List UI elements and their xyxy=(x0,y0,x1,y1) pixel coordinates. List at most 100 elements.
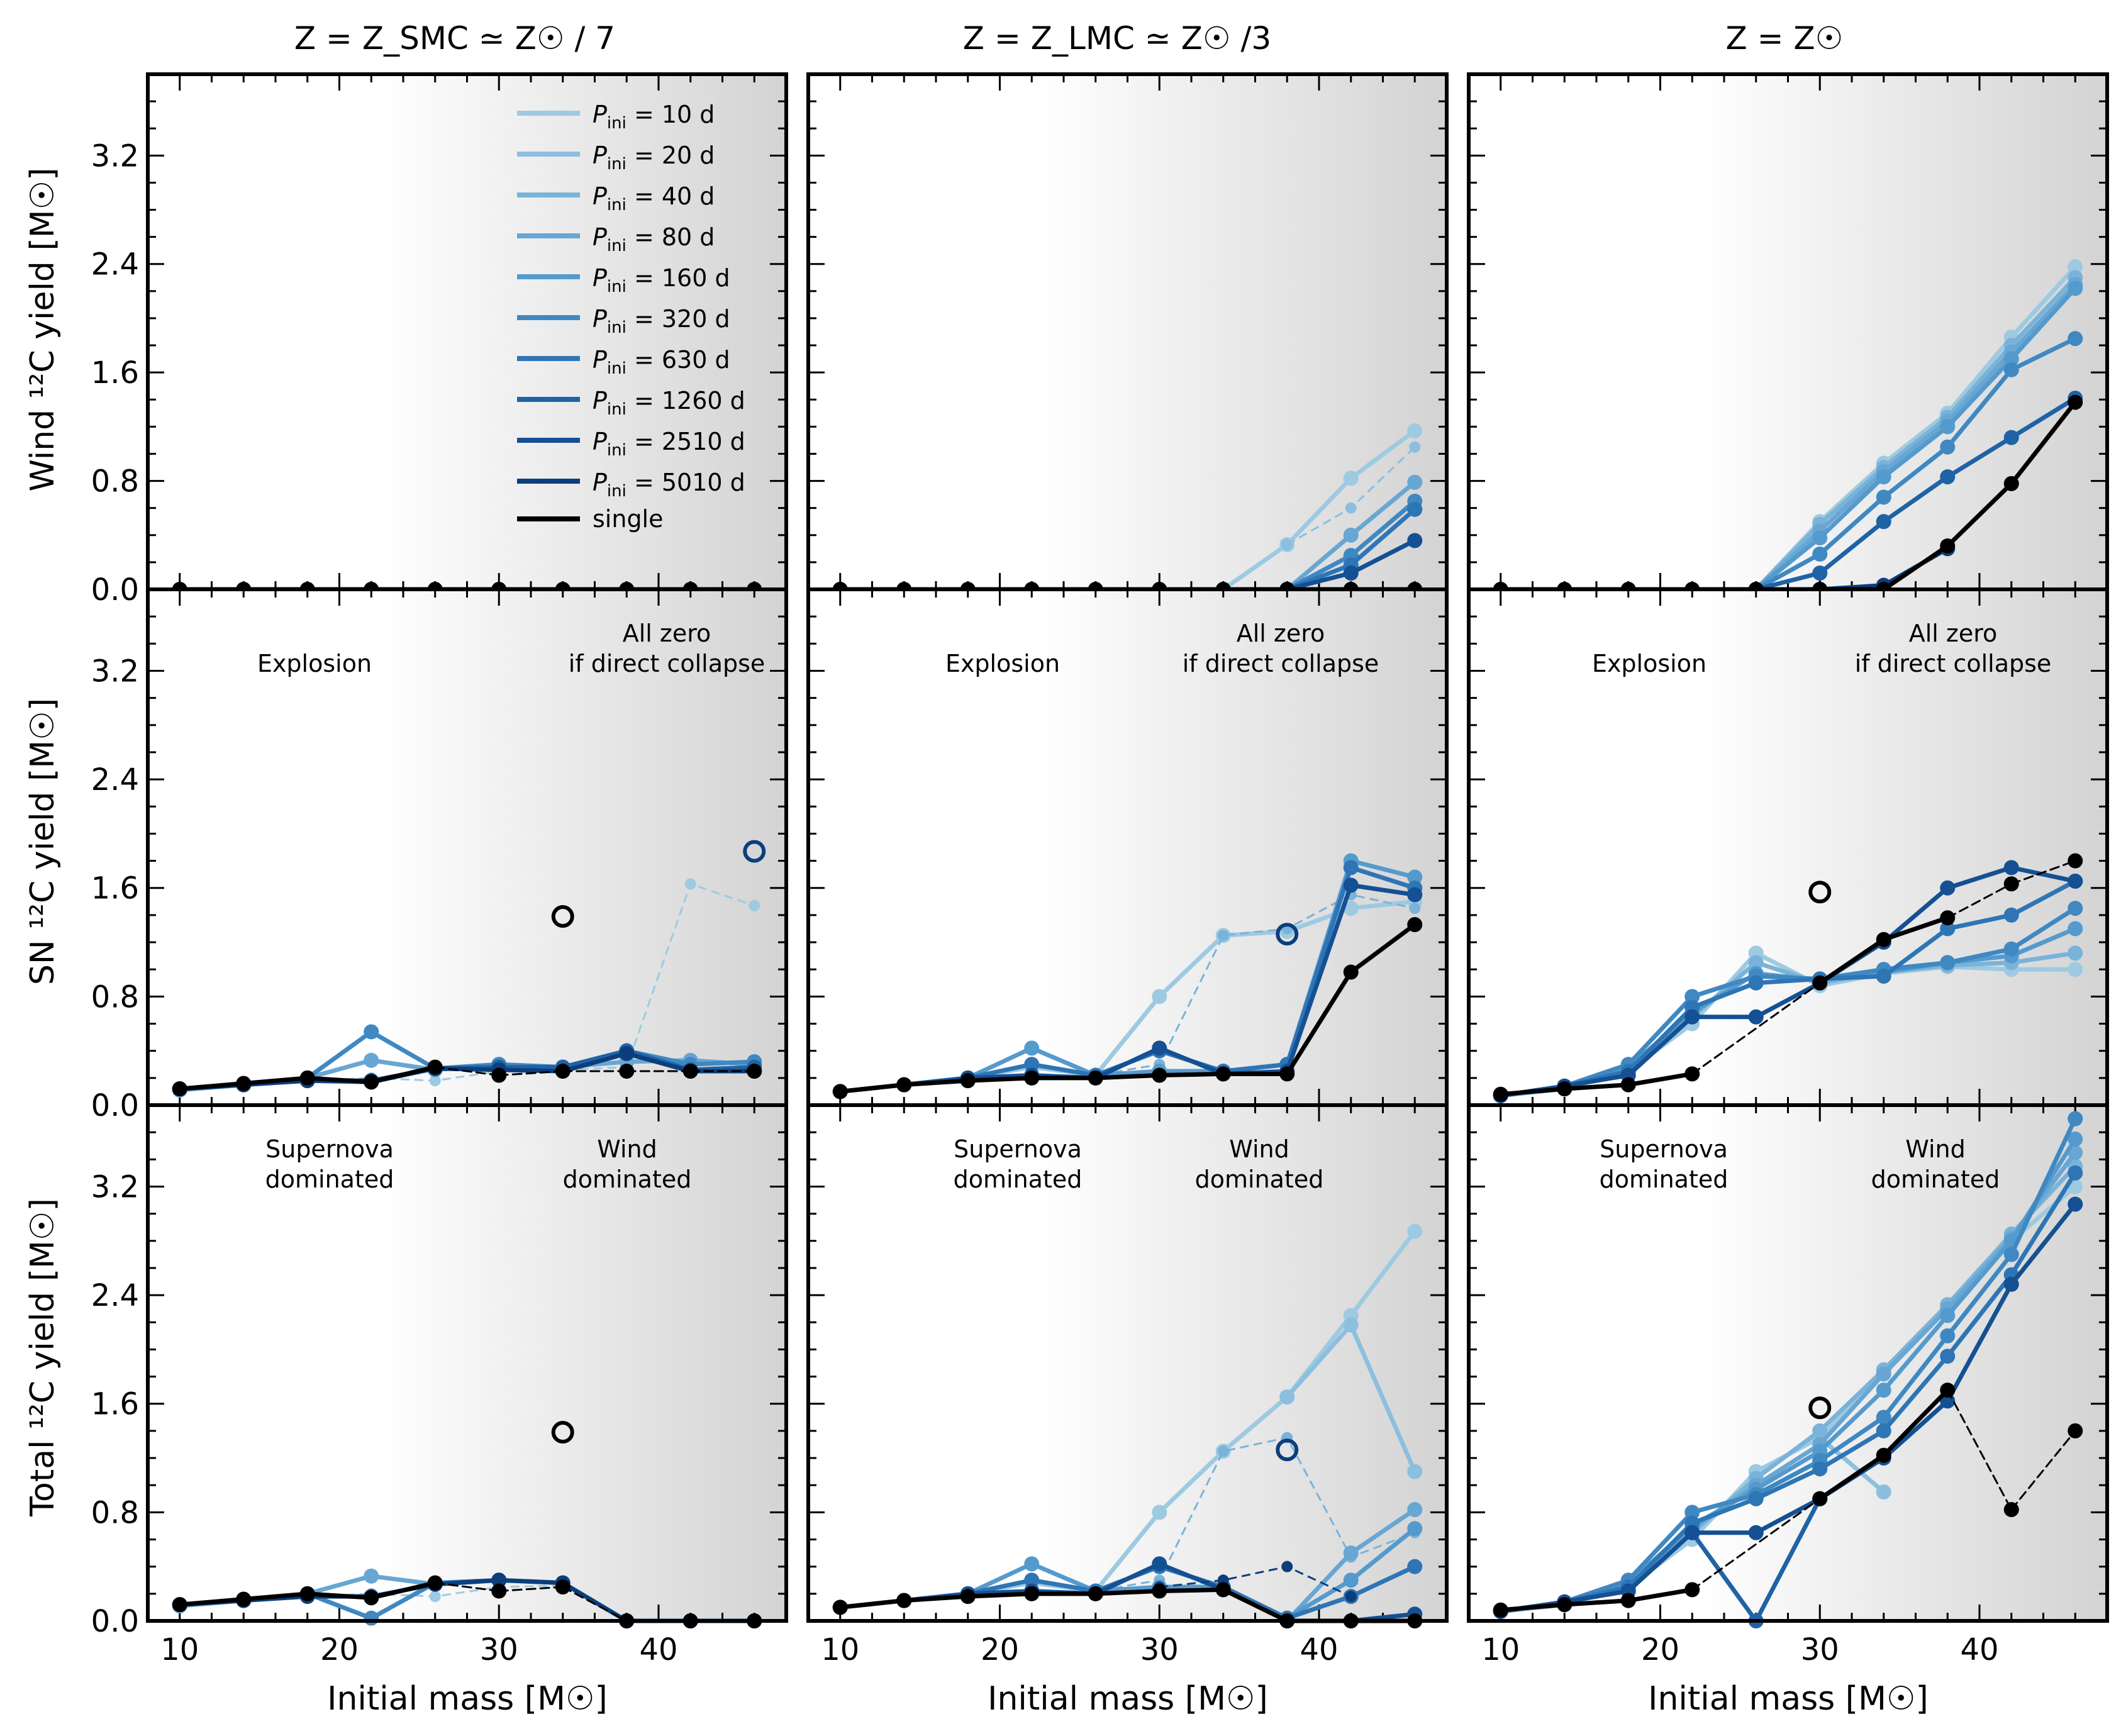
ylabel-sn: SN ¹²C yield [M☉] xyxy=(24,698,62,985)
data-point-p2510 xyxy=(1684,1525,1700,1540)
single-data-point xyxy=(682,1064,698,1079)
data-point-p40 xyxy=(1409,903,1421,915)
data-point-p80 xyxy=(1407,1502,1423,1518)
single-line-segment xyxy=(1562,1598,1631,1607)
data-point-p630 xyxy=(1343,860,1359,876)
annot-direct-collapse-smc-1: All zero xyxy=(623,620,711,647)
legend-entry-p80: Pini = 80 d xyxy=(517,223,715,255)
single-data-point xyxy=(896,1077,912,1093)
single-line-segment xyxy=(498,1586,564,1593)
data-point-p320 xyxy=(364,1024,379,1040)
data-point-p2510 xyxy=(1940,880,1956,896)
single-data-point xyxy=(960,1589,976,1605)
data-point-p630 xyxy=(1876,1423,1891,1438)
series-line-p2510 xyxy=(1500,865,2076,1098)
column-title-smc: Z = Z_SMC ≃ Z☉ / 7 xyxy=(294,20,615,57)
xlabel-solar: Initial mass [M☉] xyxy=(1648,1680,1929,1718)
open-marker xyxy=(1808,881,1832,904)
data-point-p630 xyxy=(1812,1461,1828,1477)
data-point-p80 xyxy=(1876,1366,1891,1382)
single-line-segment xyxy=(241,1076,310,1086)
series-line-p40 xyxy=(840,1437,1415,1608)
single-line-segment xyxy=(838,1082,906,1094)
data-point-p20 xyxy=(1876,1484,1891,1500)
single-data-point xyxy=(832,1600,848,1615)
single-data-point xyxy=(1215,1582,1231,1598)
xlabel-lmc: Initial mass [M☉] xyxy=(988,1680,1268,1718)
y-tick-label: 1.6 xyxy=(91,871,139,906)
data-point-p630 xyxy=(1940,1349,1956,1364)
x-tick-label: 20 xyxy=(981,1632,1019,1667)
annot-sn-dominated-solar-2: dominated xyxy=(1600,1166,1729,1193)
annot-direct-collapse-lmc-1: All zero xyxy=(1237,620,1325,647)
data-point-p160 xyxy=(1940,419,1956,435)
data-point-p160 xyxy=(1024,1040,1040,1056)
data-point-p2510 xyxy=(2068,1196,2083,1212)
data-point-p2510 xyxy=(1152,1556,1167,1572)
data-point-p1260 xyxy=(2003,430,2019,445)
open-marker xyxy=(551,1421,574,1444)
single-data-point xyxy=(236,1076,252,1091)
x-tick-label: 30 xyxy=(480,1632,518,1667)
data-point-p630 xyxy=(1748,975,1764,991)
y-tick-label: 1.6 xyxy=(91,355,139,391)
data-point-p630 xyxy=(1407,501,1423,517)
data-point-p10 xyxy=(429,1075,441,1087)
single-data-point xyxy=(1407,917,1423,932)
single-line-segment xyxy=(2010,1430,2076,1511)
data-point-p160 xyxy=(1876,469,1891,485)
shaded-region xyxy=(808,1105,1447,1621)
single-data-point xyxy=(1024,1070,1040,1086)
data-point-p2510 xyxy=(1407,533,1423,548)
data-point-p10 xyxy=(1152,989,1167,1004)
legend-entry-p20: Pini = 20 d xyxy=(517,142,715,174)
legend-label: Pini = 2510 d xyxy=(593,428,745,460)
y-tick-label: 0.0 xyxy=(91,572,139,608)
single-series-group xyxy=(172,1059,762,1097)
legend-entry-p10: Pini = 10 d xyxy=(517,101,715,133)
single-line-segment xyxy=(434,1582,500,1593)
single-data-point xyxy=(2003,476,2019,491)
legend-entry-p630: Pini = 630 d xyxy=(517,346,730,378)
panel-frame xyxy=(146,1103,788,1623)
single-data-point xyxy=(2068,853,2083,869)
single-line-segment xyxy=(1881,543,1950,592)
single-line-segment xyxy=(1157,1587,1226,1594)
data-point-p320 xyxy=(2003,362,2019,377)
legend-label-single: single xyxy=(593,505,664,533)
annot-sn-dominated-lmc-2: dominated xyxy=(954,1166,1083,1193)
single-data-point xyxy=(1152,1067,1167,1083)
data-point-p2510 xyxy=(1152,1040,1167,1056)
data-point-p320 xyxy=(1940,1328,1956,1344)
single-line-segment xyxy=(1093,1073,1162,1081)
data-point-p320 xyxy=(1812,546,1828,562)
shaded-region xyxy=(808,589,1447,1105)
single-data-point xyxy=(1684,1066,1700,1082)
data-point-p160 xyxy=(1024,1556,1040,1572)
y-tick-label: 1.6 xyxy=(91,1387,139,1422)
data-point-p320 xyxy=(1876,489,1891,505)
panel-wind-lmc xyxy=(806,72,1449,597)
y-tick-label: 3.2 xyxy=(91,1169,139,1205)
data-point-p5010 xyxy=(619,1046,635,1061)
annot-wind-dominated-smc-1: Wind xyxy=(597,1135,657,1163)
single-data-point xyxy=(832,1084,848,1099)
data-point-p2510 xyxy=(1343,565,1359,581)
data-point-p160 xyxy=(2068,1131,2083,1147)
data-point-p320 xyxy=(1876,1410,1891,1425)
data-point-p10 xyxy=(749,899,760,911)
single-data-point xyxy=(896,1593,912,1608)
single-line-segment xyxy=(1691,1498,1821,1591)
panel-sn-solar xyxy=(1467,587,2109,1107)
series-line-p20 xyxy=(1818,1436,1886,1494)
data-point-p40 xyxy=(1748,955,1764,971)
legend-entry-single: single xyxy=(517,505,664,533)
single-data-point xyxy=(1620,1077,1636,1093)
data-point-p10 xyxy=(429,1591,441,1603)
data-point-p320 xyxy=(2068,331,2083,347)
data-point-p160 xyxy=(2068,281,2083,296)
data-point-p20 xyxy=(1345,502,1357,514)
annot-direct-collapse-solar-2: if direct collapse xyxy=(1855,650,2052,677)
single-line-segment xyxy=(1881,1388,1950,1458)
data-point-p2510 xyxy=(2068,873,2083,889)
